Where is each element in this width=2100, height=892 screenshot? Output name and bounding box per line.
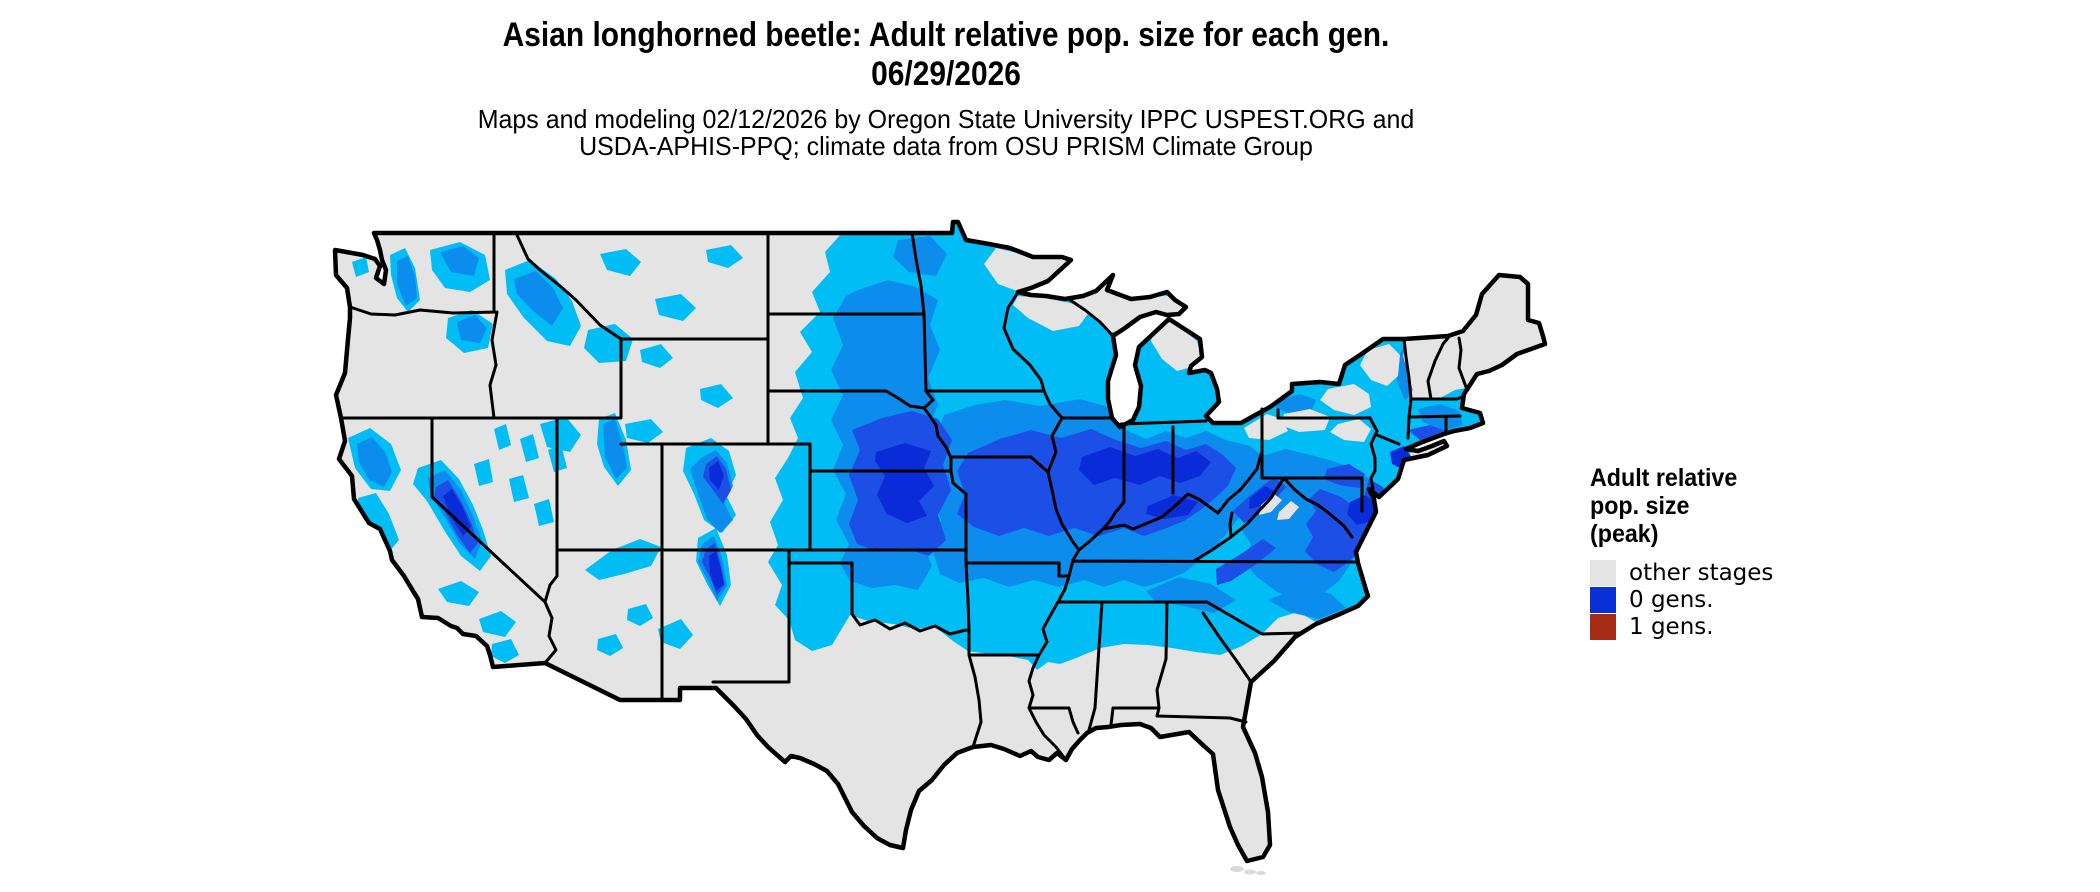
state-borders [339, 231, 1468, 762]
legend-item-other-stages: other stages [1590, 559, 1870, 586]
legend-title-line1: Adult relative [1590, 464, 1738, 492]
one-gens-swatch [1590, 613, 1616, 640]
map-subtitle-line2: USDA-APHIS-PPQ; climate data from OSU PR… [579, 131, 1313, 161]
other-stages-label: other stages [1629, 559, 1774, 586]
legend-title: Adult relative pop. size (peak) [1590, 464, 1870, 548]
one-gens-label: 1 gens. [1629, 613, 1714, 640]
legend-item-1-gens: 1 gens. [1590, 613, 1870, 640]
map-title-date: 06/29/2026 [871, 55, 1021, 93]
zero-gens-swatch [1590, 586, 1616, 613]
florida-keys [1230, 866, 1266, 875]
legend-item-0-gens: 0 gens. [1590, 586, 1870, 613]
other-stages-swatch [1590, 559, 1616, 586]
zero-gens-label: 0 gens. [1629, 586, 1714, 613]
other-stages-patches [984, 248, 1462, 520]
legend-title-line2: pop. size [1590, 492, 1690, 520]
map-title: Asian longhorned beetle: Adult relative … [502, 16, 1390, 54]
map-subtitle-line1: Maps and modeling 02/12/2026 by Oregon S… [477, 104, 1415, 134]
header: Asian longhorned beetle: Adult relative … [0, 16, 1892, 160]
map-subtitle: Maps and modeling 02/12/2026 by Oregon S… [0, 106, 1892, 160]
legend-items: other stages 0 gens. 1 gens. [1590, 559, 1870, 640]
legend: Adult relative pop. size (peak) other st… [1590, 464, 1870, 640]
legend-title-line3: (peak) [1590, 520, 1659, 548]
